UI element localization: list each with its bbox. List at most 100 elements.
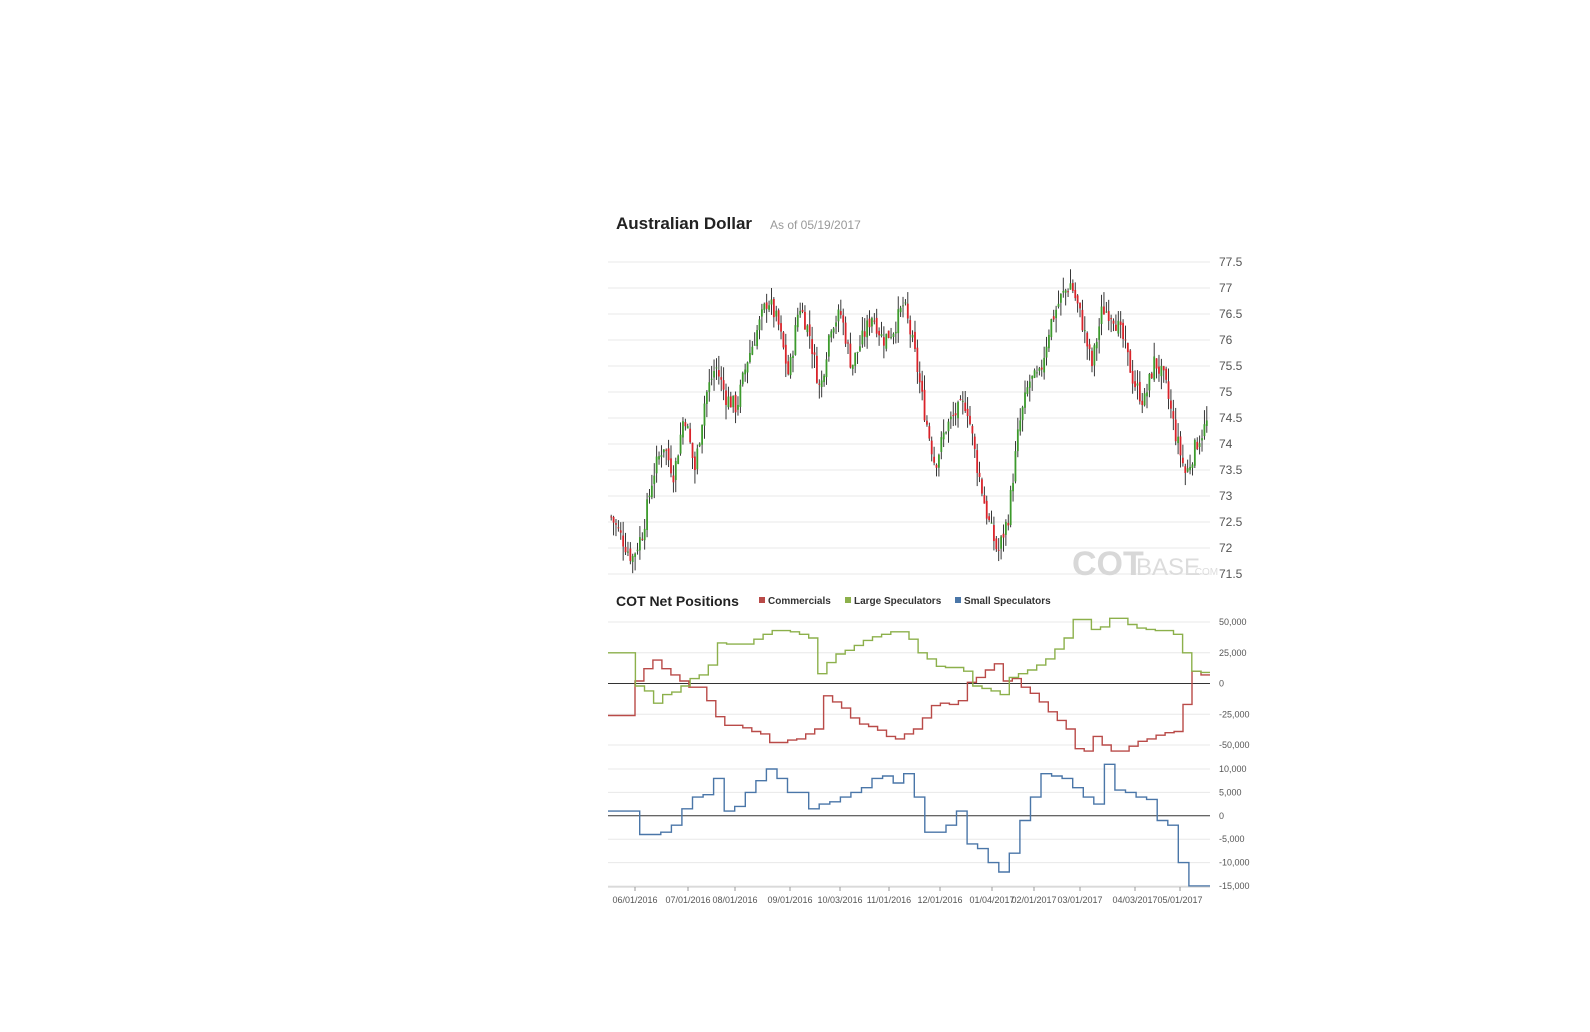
candle-body — [909, 320, 912, 335]
candle-body — [964, 402, 967, 411]
candle-body — [837, 309, 840, 322]
price-tick-label: 76.5 — [1219, 307, 1243, 321]
candle-body — [804, 311, 806, 330]
candle-body — [957, 402, 959, 419]
candle-body — [1110, 318, 1113, 320]
cot-tick-label: -25,000 — [1219, 709, 1250, 719]
candle-body — [1131, 370, 1134, 384]
candle-body — [844, 322, 847, 344]
candle-body — [1000, 536, 1002, 549]
candle-body — [615, 523, 617, 525]
candle-body — [760, 309, 763, 317]
candle-body — [756, 330, 759, 347]
candle-body — [902, 305, 904, 307]
candle-body — [988, 516, 991, 521]
candle-body — [672, 475, 675, 483]
candle-body — [973, 436, 976, 449]
candle-body — [648, 495, 651, 498]
candle-body — [1155, 358, 1158, 369]
candle-body — [1062, 290, 1065, 293]
candle-body — [1064, 290, 1067, 293]
candle-body — [1095, 341, 1098, 349]
candle-body — [1074, 289, 1077, 299]
candle-body — [887, 330, 890, 338]
candle-body — [1160, 365, 1163, 377]
candle-body — [875, 317, 878, 334]
candle-body — [1033, 370, 1036, 378]
candle-body — [839, 311, 842, 315]
candle-body — [617, 527, 620, 529]
candle-body — [660, 455, 663, 457]
candle-body — [717, 370, 720, 377]
cot-tick-label: 50,000 — [1219, 617, 1247, 627]
candle-body — [1088, 344, 1091, 350]
candle-body — [658, 456, 660, 460]
candle-body — [1045, 346, 1048, 358]
candle-body — [641, 538, 644, 540]
candle-body — [758, 319, 761, 331]
candle-body — [1117, 320, 1120, 334]
price-tick-label: 74 — [1219, 437, 1233, 451]
candle-body — [985, 500, 988, 519]
small-tick-label: 0 — [1219, 811, 1224, 821]
legend-commercials[interactable]: Commercials — [759, 596, 831, 607]
price-tick-label: 77 — [1219, 281, 1233, 295]
x-tick-label: 08/01/2016 — [712, 895, 757, 905]
candle-body — [725, 390, 727, 405]
candle-body — [1184, 466, 1187, 474]
x-tick-label: 01/04/2017 — [969, 895, 1014, 905]
candle-body — [1119, 321, 1122, 326]
candle-body — [1201, 438, 1203, 441]
candle-body — [1177, 436, 1179, 444]
candle-body — [741, 372, 744, 385]
candle-body — [1105, 311, 1108, 313]
x-tick-label: 09/01/2016 — [767, 895, 812, 905]
candle-body — [1086, 332, 1089, 347]
candle-body — [832, 328, 835, 333]
legend-large-speculators[interactable]: Large Speculators — [845, 596, 942, 607]
small-tick-label: -5,000 — [1219, 834, 1245, 844]
candle-body — [952, 415, 955, 417]
candle-body — [868, 318, 871, 328]
candle-body — [1036, 372, 1038, 374]
candle-body — [1026, 387, 1029, 395]
candle-body — [816, 355, 818, 383]
candle-body — [1091, 350, 1093, 367]
candle-body — [1059, 294, 1062, 303]
candle-body — [983, 495, 986, 504]
candle-body — [1122, 322, 1124, 340]
candle-body — [1181, 457, 1184, 464]
candle-body — [737, 404, 739, 410]
candle-body — [930, 440, 933, 455]
candle-body — [1093, 345, 1096, 366]
candle-body — [772, 298, 775, 318]
x-tick-label: 12/01/2016 — [917, 895, 962, 905]
candle-body — [639, 537, 641, 551]
candle-body — [971, 426, 974, 434]
candle-body — [622, 535, 625, 547]
candle-body — [969, 415, 971, 424]
candle-body — [935, 464, 938, 468]
chart-title: Australian Dollar — [616, 214, 752, 233]
candle-body — [751, 346, 754, 355]
candle-body — [976, 450, 979, 473]
candle-body — [1172, 411, 1175, 419]
legend-small-speculators[interactable]: Small Speculators — [955, 596, 1051, 607]
price-y-axis: 77.5 77 76.5 76 75.5 75 74.5 74 73.5 73 72.5 72 71.5 — [1219, 255, 1243, 581]
candle-body — [784, 344, 787, 364]
candle-body — [847, 342, 849, 344]
cot-title: COT Net Positions — [616, 593, 739, 609]
candle-body — [1136, 383, 1139, 386]
chart-svg: Australian Dollar As of 05/19/2017 77.57… — [608, 214, 1250, 905]
candle-body — [851, 364, 854, 369]
price-tick-label: 75.5 — [1219, 359, 1243, 373]
candle-body — [914, 331, 916, 349]
candle-body — [1012, 482, 1014, 492]
price-tick-label: 73.5 — [1219, 463, 1243, 477]
legend-label-commercials: Commercials — [768, 596, 831, 607]
candle-body — [949, 416, 952, 420]
candle-body — [677, 455, 680, 464]
candle-body — [990, 522, 993, 524]
candle-body — [866, 320, 869, 338]
candle-body — [782, 332, 785, 348]
